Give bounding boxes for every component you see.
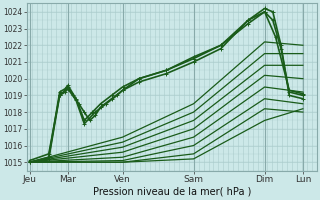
X-axis label: Pression niveau de la mer( hPa ): Pression niveau de la mer( hPa )	[92, 187, 251, 197]
